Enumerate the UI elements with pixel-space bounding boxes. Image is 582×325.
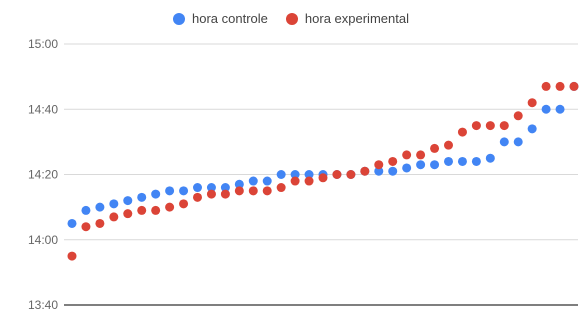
- data-point-experimental[interactable]: [444, 140, 453, 150]
- data-point-control[interactable]: [123, 196, 133, 206]
- data-point-experimental[interactable]: [527, 98, 537, 108]
- data-point-experimental[interactable]: [67, 251, 77, 261]
- legend-label-control: hora controle: [192, 11, 268, 26]
- legend-label-experimental: hora experimental: [304, 11, 409, 26]
- data-point-control[interactable]: [374, 166, 384, 176]
- data-point-experimental[interactable]: [165, 202, 175, 212]
- data-point-control[interactable]: [388, 166, 398, 176]
- data-point-experimental[interactable]: [471, 121, 481, 131]
- data-point-control[interactable]: [81, 205, 91, 215]
- data-point-control[interactable]: [206, 183, 216, 193]
- y-tick-label: 14:20: [28, 168, 58, 182]
- data-point-experimental[interactable]: [81, 222, 91, 232]
- legend: hora controle hora experimental: [0, 11, 582, 26]
- legend-swatch-experimental: [285, 12, 298, 25]
- data-point-experimental[interactable]: [332, 170, 342, 179]
- data-point-experimental[interactable]: [151, 205, 161, 215]
- data-point-control[interactable]: [430, 160, 440, 170]
- data-point-experimental[interactable]: [262, 186, 272, 196]
- data-point-experimental[interactable]: [541, 81, 551, 91]
- data-point-experimental[interactable]: [123, 209, 133, 219]
- data-point-control[interactable]: [193, 183, 202, 193]
- data-point-experimental[interactable]: [234, 186, 244, 196]
- data-point-control[interactable]: [457, 156, 467, 166]
- y-tick-label: 13:40: [28, 298, 58, 312]
- data-point-experimental[interactable]: [137, 205, 147, 215]
- data-point-experimental[interactable]: [304, 176, 314, 186]
- data-point-control[interactable]: [304, 170, 314, 179]
- data-point-experimental[interactable]: [457, 127, 467, 137]
- data-point-control[interactable]: [513, 137, 523, 147]
- data-point-experimental[interactable]: [248, 186, 258, 196]
- data-point-experimental[interactable]: [402, 150, 412, 160]
- data-point-control[interactable]: [137, 192, 147, 202]
- data-point-experimental[interactable]: [374, 160, 384, 170]
- data-point-control[interactable]: [67, 218, 77, 228]
- data-point-control[interactable]: [555, 104, 565, 114]
- data-point-experimental[interactable]: [220, 189, 230, 199]
- data-point-control[interactable]: [234, 179, 244, 189]
- data-point-control[interactable]: [220, 183, 230, 193]
- data-point-control[interactable]: [527, 124, 537, 134]
- legend-swatch-control: [173, 12, 186, 25]
- data-point-experimental[interactable]: [388, 156, 398, 166]
- data-point-experimental[interactable]: [569, 81, 579, 91]
- data-point-experimental[interactable]: [206, 189, 216, 199]
- data-point-control[interactable]: [541, 104, 551, 114]
- data-point-control[interactable]: [165, 186, 175, 196]
- data-point-control[interactable]: [499, 137, 509, 147]
- data-point-control[interactable]: [262, 176, 272, 186]
- data-point-control[interactable]: [276, 170, 286, 179]
- legend-item-control[interactable]: hora controle: [173, 11, 268, 26]
- data-point-experimental[interactable]: [499, 121, 509, 131]
- data-point-experimental[interactable]: [276, 183, 286, 193]
- data-point-experimental[interactable]: [290, 176, 300, 186]
- legend-item-experimental[interactable]: hora experimental: [285, 11, 409, 26]
- data-point-control[interactable]: [248, 176, 258, 186]
- data-point-control[interactable]: [290, 170, 300, 179]
- data-point-control[interactable]: [402, 163, 412, 173]
- y-tick-label: 14:40: [28, 102, 58, 116]
- data-point-experimental[interactable]: [193, 192, 202, 202]
- data-point-experimental[interactable]: [346, 170, 356, 179]
- data-point-control[interactable]: [444, 156, 453, 166]
- data-point-experimental[interactable]: [95, 218, 105, 228]
- data-point-experimental[interactable]: [555, 81, 565, 91]
- data-point-experimental[interactable]: [179, 199, 189, 209]
- data-point-experimental[interactable]: [318, 173, 328, 183]
- data-point-control[interactable]: [151, 189, 161, 199]
- data-point-experimental[interactable]: [430, 143, 440, 153]
- data-point-experimental[interactable]: [360, 166, 370, 176]
- data-point-control[interactable]: [179, 186, 189, 196]
- data-point-control[interactable]: [485, 153, 495, 163]
- data-point-experimental[interactable]: [416, 150, 426, 160]
- data-point-control[interactable]: [416, 160, 426, 170]
- data-point-experimental[interactable]: [513, 111, 523, 121]
- y-tick-label: 14:00: [28, 233, 58, 247]
- data-point-control[interactable]: [95, 202, 105, 212]
- y-tick-label: 15:00: [28, 37, 58, 51]
- data-point-control[interactable]: [471, 156, 481, 166]
- data-point-experimental[interactable]: [485, 121, 495, 131]
- data-point-control[interactable]: [109, 199, 119, 209]
- data-point-experimental[interactable]: [109, 212, 119, 222]
